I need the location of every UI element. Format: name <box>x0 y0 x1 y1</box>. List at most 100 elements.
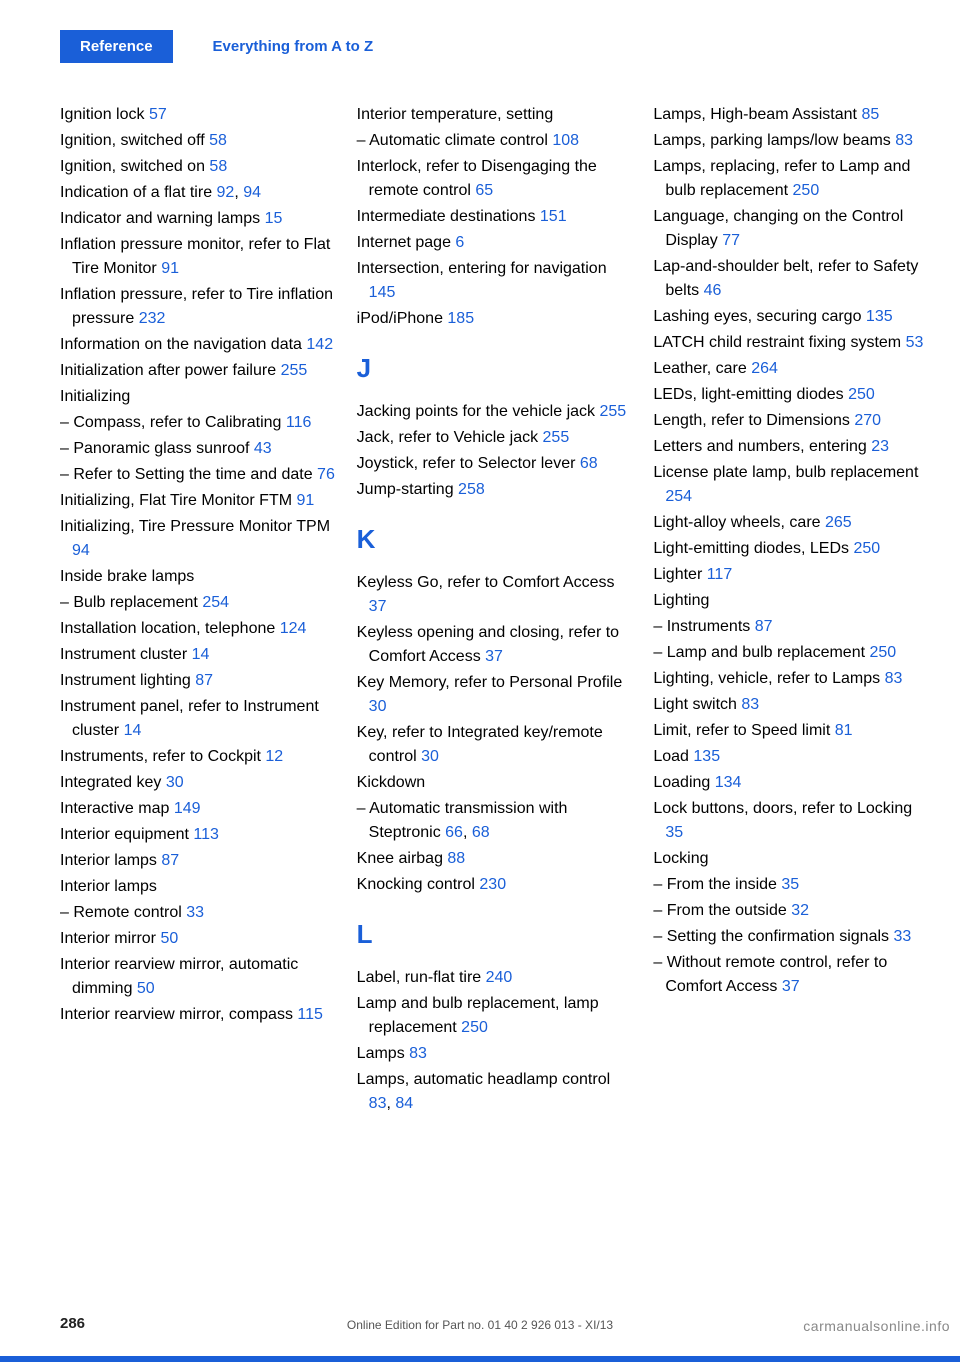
page-ref[interactable]: 66 <box>445 824 463 841</box>
page-ref[interactable]: 270 <box>854 412 881 429</box>
page-ref[interactable]: 53 <box>906 334 924 351</box>
page-ref[interactable]: 58 <box>209 158 227 175</box>
page-ref[interactable]: 85 <box>861 106 879 123</box>
page-ref[interactable]: 35 <box>781 876 799 893</box>
page-ref[interactable]: 77 <box>722 232 740 249</box>
page-ref[interactable]: 83 <box>741 696 759 713</box>
page-ref[interactable]: 91 <box>161 260 179 277</box>
page-ref[interactable]: 87 <box>195 672 213 689</box>
page-ref[interactable]: 50 <box>160 930 178 947</box>
page-ref[interactable]: 92 <box>217 184 235 201</box>
page-ref[interactable]: 264 <box>751 360 778 377</box>
page-number: 286 <box>60 1315 85 1332</box>
page-ref[interactable]: 83 <box>885 670 903 687</box>
page-ref[interactable]: 84 <box>395 1095 413 1112</box>
page-ref[interactable]: 76 <box>317 466 335 483</box>
page-ref[interactable]: 68 <box>580 455 598 472</box>
entry-text: – Compass, refer to Calibrating <box>60 414 286 431</box>
page-ref[interactable]: 6 <box>455 234 464 251</box>
page-ref[interactable]: 87 <box>161 852 179 869</box>
page-ref[interactable]: 83 <box>895 132 913 149</box>
page-ref[interactable]: 30 <box>369 698 387 715</box>
entry-text: Lighter <box>653 566 706 583</box>
page-ref[interactable]: 185 <box>447 310 474 327</box>
page-ref[interactable]: 255 <box>281 362 308 379</box>
page-ref[interactable]: 33 <box>186 904 204 921</box>
page-ref[interactable]: 258 <box>458 481 485 498</box>
page-ref[interactable]: 50 <box>137 980 155 997</box>
entry-text: Intersection, entering for navigation <box>357 260 607 277</box>
page-ref[interactable]: 37 <box>782 978 800 995</box>
page-ref[interactable]: 30 <box>421 748 439 765</box>
page-ref[interactable]: 255 <box>599 403 626 420</box>
page-ref[interactable]: 254 <box>202 594 229 611</box>
page-ref[interactable]: 88 <box>447 850 465 867</box>
page-ref[interactable]: 68 <box>472 824 490 841</box>
page-ref[interactable]: 230 <box>479 876 506 893</box>
page-ref[interactable]: 58 <box>209 132 227 149</box>
page-ref[interactable]: 232 <box>139 310 166 327</box>
page-ref[interactable]: 46 <box>704 282 722 299</box>
page-ref[interactable]: 124 <box>280 620 307 637</box>
page-ref[interactable]: 37 <box>369 598 387 615</box>
page-ref[interactable]: 250 <box>853 540 880 557</box>
page-ref[interactable]: 91 <box>297 492 315 509</box>
entry-text: Instruments, refer to Cockpit <box>60 748 265 765</box>
entry-text: License plate lamp, bulb replacement <box>653 464 918 481</box>
page-ref[interactable]: 30 <box>166 774 184 791</box>
page-ref[interactable]: 255 <box>543 429 570 446</box>
index-entry: Language, changing on the Control Displa… <box>653 205 930 253</box>
page-ref[interactable]: 250 <box>869 644 896 661</box>
page-ref[interactable]: 65 <box>475 182 493 199</box>
page-ref[interactable]: 265 <box>825 514 852 531</box>
page-ref[interactable]: 94 <box>243 184 261 201</box>
page-ref[interactable]: 254 <box>665 488 692 505</box>
page-ref[interactable]: 94 <box>72 542 90 559</box>
page-ref[interactable]: 23 <box>871 438 889 455</box>
index-entry: Lashing eyes, securing cargo 135 <box>653 305 930 329</box>
entry-text: – Panoramic glass sunroof <box>60 440 254 457</box>
page-ref[interactable]: 151 <box>540 208 567 225</box>
page-ref[interactable]: 116 <box>286 414 312 431</box>
page-ref[interactable]: 142 <box>306 336 333 353</box>
page-ref[interactable]: 135 <box>693 748 720 765</box>
page-ref[interactable]: 83 <box>369 1095 387 1112</box>
page-ref[interactable]: 87 <box>755 618 773 635</box>
page-ref[interactable]: 250 <box>793 182 820 199</box>
entry-text: Indication of a flat tire <box>60 184 217 201</box>
page-ref[interactable]: 135 <box>866 308 893 325</box>
index-entry: Jacking points for the vehicle jack 255 <box>357 400 634 424</box>
page-ref[interactable]: 33 <box>893 928 911 945</box>
page-ref[interactable]: 149 <box>174 800 201 817</box>
page-ref[interactable]: 83 <box>409 1045 427 1062</box>
page-ref[interactable]: 113 <box>193 826 219 843</box>
page-ref[interactable]: 37 <box>485 648 503 665</box>
page-ref[interactable]: 117 <box>707 566 733 583</box>
separator: , <box>463 824 472 841</box>
page-ref[interactable]: 145 <box>369 284 396 301</box>
index-entry: Limit, refer to Speed limit 81 <box>653 719 930 743</box>
page-ref[interactable]: 57 <box>149 106 167 123</box>
page-ref[interactable]: 14 <box>124 722 142 739</box>
page-ref[interactable]: 250 <box>461 1019 488 1036</box>
page-ref[interactable]: 14 <box>192 646 210 663</box>
page-ref[interactable]: 108 <box>552 132 579 149</box>
index-entry: Kickdown <box>357 771 634 795</box>
page-ref[interactable]: 32 <box>791 902 809 919</box>
page-ref[interactable]: 115 <box>297 1006 323 1023</box>
index-entry: Key Memory, refer to Personal Profile 30 <box>357 671 634 719</box>
page-ref[interactable]: 81 <box>835 722 853 739</box>
page-ref[interactable]: 35 <box>665 824 683 841</box>
entry-text: – Remote control <box>60 904 186 921</box>
index-entry: Lighting, vehicle, refer to Lamps 83 <box>653 667 930 691</box>
page-ref[interactable]: 15 <box>265 210 283 227</box>
entry-text: – Refer to Setting the time and date <box>60 466 317 483</box>
page-ref[interactable]: 240 <box>486 969 513 986</box>
page-ref[interactable]: 250 <box>848 386 875 403</box>
index-entry: Keyless Go, refer to Comfort Access 37 <box>357 571 634 619</box>
entry-text: – From the inside <box>653 876 781 893</box>
page-ref[interactable]: 134 <box>715 774 742 791</box>
page-ref[interactable]: 43 <box>254 440 272 457</box>
entry-text: Ignition lock <box>60 106 149 123</box>
page-ref[interactable]: 12 <box>265 748 283 765</box>
